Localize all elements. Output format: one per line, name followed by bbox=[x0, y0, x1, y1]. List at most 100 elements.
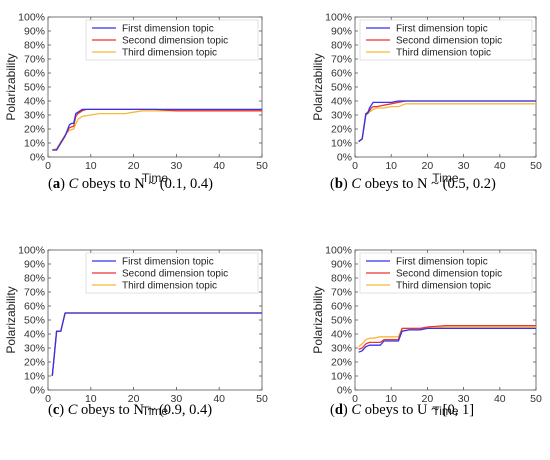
legend-label-first-d: First dimension topic bbox=[396, 257, 488, 268]
y-tick-label-c: 80% bbox=[24, 273, 45, 285]
x-tick-label-a: 0 bbox=[45, 160, 51, 172]
y-tick-label-a: 40% bbox=[24, 96, 45, 108]
y-tick-label-d: 90% bbox=[331, 259, 352, 271]
x-tick-label-b: 50 bbox=[530, 160, 542, 172]
panel-b: 0% 10% 20% 30% 40% 50% 60% 70% 80% 90% 100% 0 10 20 30… bbox=[311, 12, 542, 186]
caption-text-d: obeys to U ~ [0, 1] bbox=[361, 402, 474, 418]
x-axis-label-d: Time bbox=[432, 404, 459, 418]
caption-var-d: C bbox=[351, 402, 361, 418]
caption-paren-close-d: ) bbox=[343, 402, 351, 418]
x-tick-label-d: 50 bbox=[530, 393, 542, 405]
series-line-second-d bbox=[358, 324, 536, 351]
y-tick-label-c: 20% bbox=[24, 357, 45, 369]
caption-d: (d) C obeys to U ~ [0, 1] bbox=[330, 402, 474, 418]
legend-label-first-b: First dimension topic bbox=[396, 24, 488, 35]
x-tick-label-d: 10 bbox=[385, 393, 397, 405]
y-tick-label-a: 0% bbox=[30, 152, 45, 164]
legend-label-third-c: Third dimension topic bbox=[122, 281, 217, 292]
series-line-first-d bbox=[358, 327, 536, 353]
y-tick-label-b: 80% bbox=[331, 40, 352, 52]
caption-text-c: obeys to N ~ (0.9, 0.4) bbox=[77, 402, 212, 418]
legend-label-second-c: Second dimension topic bbox=[122, 269, 228, 280]
x-tick-label-d: 20 bbox=[422, 393, 434, 405]
y-tick-label-c: 30% bbox=[24, 343, 45, 355]
y-tick-label-b: 60% bbox=[331, 68, 352, 80]
x-tick-label-a: 40 bbox=[213, 160, 225, 172]
x-tick-label-c: 0 bbox=[45, 393, 51, 405]
caption-paren-close-a: ) bbox=[60, 176, 68, 192]
y-tick-label-d: 30% bbox=[331, 343, 352, 355]
y-axis-label-c: Polarizability bbox=[4, 286, 18, 353]
x-tick-label-d: 40 bbox=[494, 393, 506, 405]
y-tick-label-b: 70% bbox=[331, 54, 352, 66]
y-tick-label-c: 50% bbox=[24, 315, 45, 327]
x-axis-label-b: Time bbox=[432, 171, 459, 185]
y-tick-label-c: 70% bbox=[24, 287, 45, 299]
x-tick-label-b: 30 bbox=[458, 160, 470, 172]
caption-c: (c) C obeys to N ~ (0.9, 0.4) bbox=[48, 402, 212, 418]
caption-label-c: c bbox=[53, 402, 60, 418]
x-tick-label-c: 30 bbox=[171, 393, 183, 405]
y-tick-label-a: 90% bbox=[24, 26, 45, 38]
legend-label-first-a: First dimension topic bbox=[122, 24, 214, 35]
legend-label-third-d: Third dimension topic bbox=[396, 281, 491, 292]
legend-label-third-a: Third dimension topic bbox=[122, 48, 217, 59]
caption-var-c: C bbox=[68, 402, 78, 418]
caption-paren-open-a: ( bbox=[48, 176, 53, 192]
y-tick-label-c: 90% bbox=[24, 259, 45, 271]
panel-d: 0% 10% 20% 30% 40% 50% 60% 70% 80% 90% 100% 0 10 20 30… bbox=[311, 245, 542, 419]
y-tick-label-d: 50% bbox=[331, 315, 352, 327]
legend-label-second-a: Second dimension topic bbox=[122, 36, 228, 47]
legend-label-second-b: Second dimension topic bbox=[396, 36, 502, 47]
y-tick-label-d: 40% bbox=[331, 329, 352, 341]
caption-var-a: C bbox=[69, 176, 79, 192]
x-tick-label-c: 40 bbox=[213, 393, 225, 405]
x-tick-label-b: 10 bbox=[385, 160, 397, 172]
y-tick-label-a: 30% bbox=[24, 110, 45, 122]
y-tick-label-c: 100% bbox=[18, 245, 45, 257]
caption-label-a: a bbox=[53, 176, 61, 192]
caption-text-b: obeys to N ~ (0.5, 0.2) bbox=[361, 176, 496, 192]
caption-paren-close-b: ) bbox=[343, 176, 351, 192]
x-tick-label-d: 0 bbox=[352, 393, 358, 405]
series-line-first-c bbox=[51, 312, 262, 377]
x-axis-label-c: Time bbox=[142, 404, 169, 418]
legend-label-third-b: Third dimension topic bbox=[396, 48, 491, 59]
y-tick-label-a: 20% bbox=[24, 124, 45, 136]
y-tick-label-a: 100% bbox=[18, 12, 45, 24]
series-line-first-b bbox=[358, 100, 536, 143]
y-tick-label-b: 10% bbox=[331, 138, 352, 150]
y-tick-label-c: 0% bbox=[30, 385, 45, 397]
y-tick-label-a: 60% bbox=[24, 68, 45, 80]
y-tick-label-d: 10% bbox=[331, 371, 352, 383]
y-tick-label-b: 20% bbox=[331, 124, 352, 136]
caption-paren-open-c: ( bbox=[48, 402, 53, 418]
y-tick-label-a: 80% bbox=[24, 40, 45, 52]
series-line-first-a bbox=[52, 108, 262, 151]
y-tick-label-d: 0% bbox=[337, 385, 352, 397]
x-tick-label-a: 20 bbox=[128, 160, 140, 172]
y-tick-label-b: 40% bbox=[331, 96, 352, 108]
y-tick-label-d: 100% bbox=[325, 245, 352, 257]
panel-a: 0% 10% 20% 30% 40% 50% 60% 70% 80% 90% 100% 0 10 20 30… bbox=[4, 12, 268, 186]
series-line-third-d bbox=[358, 326, 536, 348]
y-tick-label-d: 20% bbox=[331, 357, 352, 369]
caption-paren-close-c: ) bbox=[59, 402, 67, 418]
x-tick-label-b: 0 bbox=[352, 160, 358, 172]
y-tick-label-a: 70% bbox=[24, 54, 45, 66]
x-tick-label-b: 40 bbox=[494, 160, 506, 172]
caption-paren-open-d: ( bbox=[330, 402, 335, 418]
caption-b: (b) C obeys to N ~ (0.5, 0.2) bbox=[330, 176, 496, 192]
series-line-third-b bbox=[358, 103, 536, 143]
x-tick-label-b: 20 bbox=[422, 160, 434, 172]
caption-a: (a) C obeys to N ~ (0.1, 0.4) bbox=[48, 176, 213, 192]
x-tick-label-a: 50 bbox=[256, 160, 268, 172]
y-axis-label-a: Polarizability bbox=[4, 53, 18, 120]
y-tick-label-c: 40% bbox=[24, 329, 45, 341]
x-tick-label-d: 30 bbox=[458, 393, 470, 405]
